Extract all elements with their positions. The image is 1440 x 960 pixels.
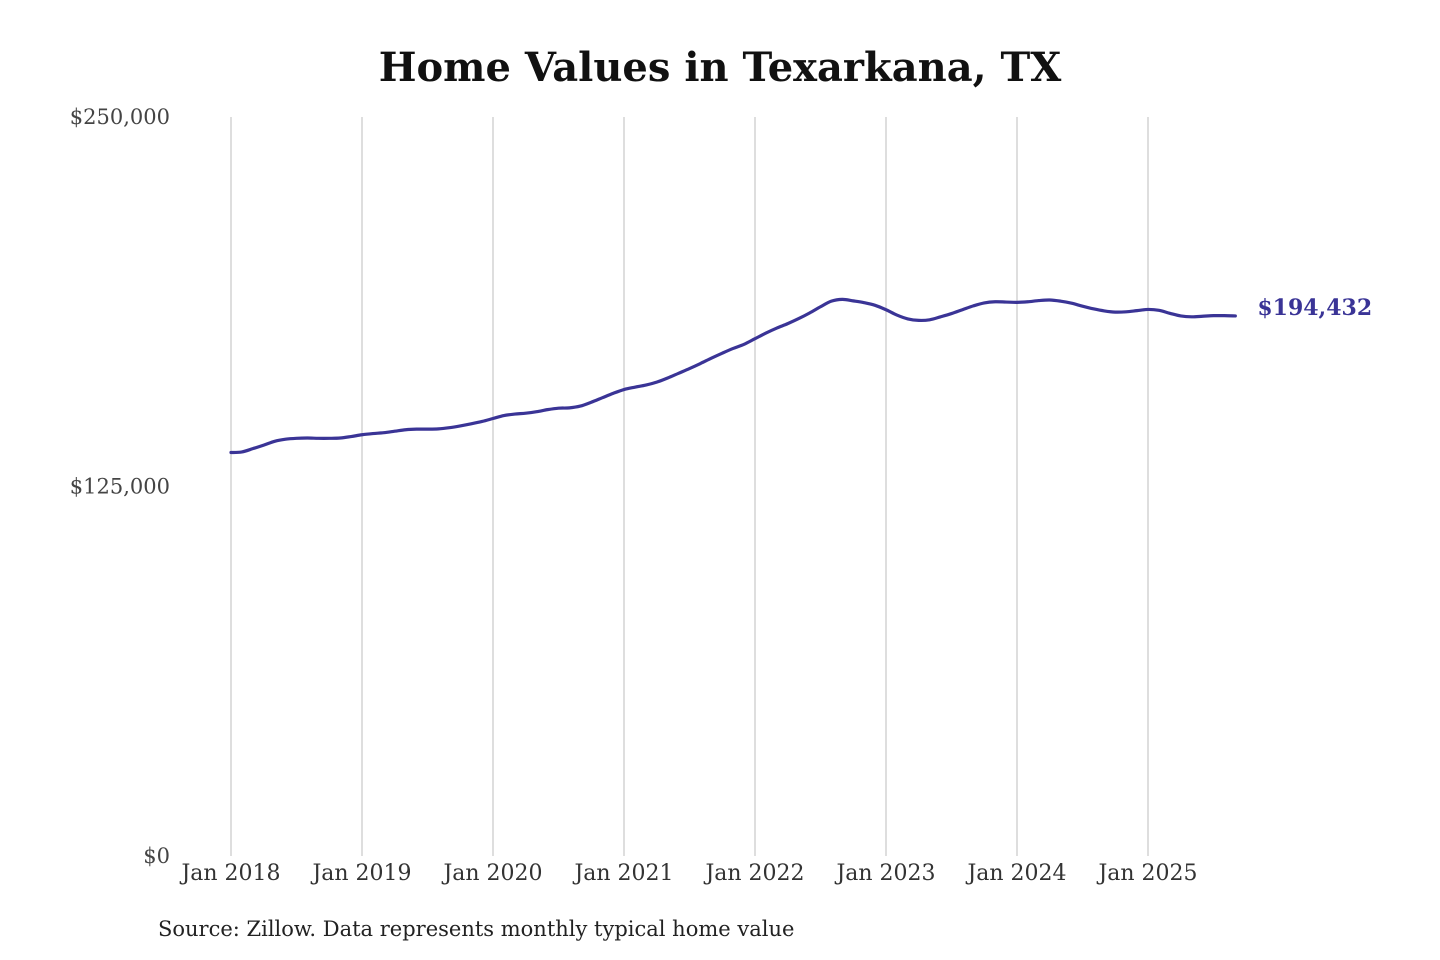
gridlines <box>230 117 1149 856</box>
y-tick-label: $125,000 <box>70 475 170 499</box>
chart-title: Home Values in Texarkana, TX <box>378 44 1062 91</box>
data-label-layer: $194,432 <box>1257 295 1372 321</box>
x-tick-label: Jan 2022 <box>703 861 804 886</box>
x-tick-label: Jan 2024 <box>965 861 1066 886</box>
y-tick-label: $250,000 <box>70 105 170 129</box>
series-layer <box>229 297 1237 455</box>
end-value-label: $194,432 <box>1257 295 1372 321</box>
x-tick-label: Jan 2018 <box>179 861 280 886</box>
x-axis-ticks: Jan 2018 Jan 2019 Jan 2020 Jan 2021 Jan 2022… <box>179 861 1197 886</box>
x-tick-label: Jan 2019 <box>310 861 411 886</box>
x-tick-label: Jan 2021 <box>572 861 673 886</box>
y-axis-ticks: $0 $125,000 $250,000 <box>70 105 170 868</box>
x-tick-label: Jan 2020 <box>441 861 542 886</box>
source-note: Source: Zillow. Data represents monthly … <box>158 917 795 941</box>
x-tick-label: Jan 2023 <box>834 861 935 886</box>
y-tick-label: $0 <box>143 844 170 868</box>
series-line-0 <box>229 297 1237 455</box>
x-tick-label: Jan 2025 <box>1096 861 1197 886</box>
